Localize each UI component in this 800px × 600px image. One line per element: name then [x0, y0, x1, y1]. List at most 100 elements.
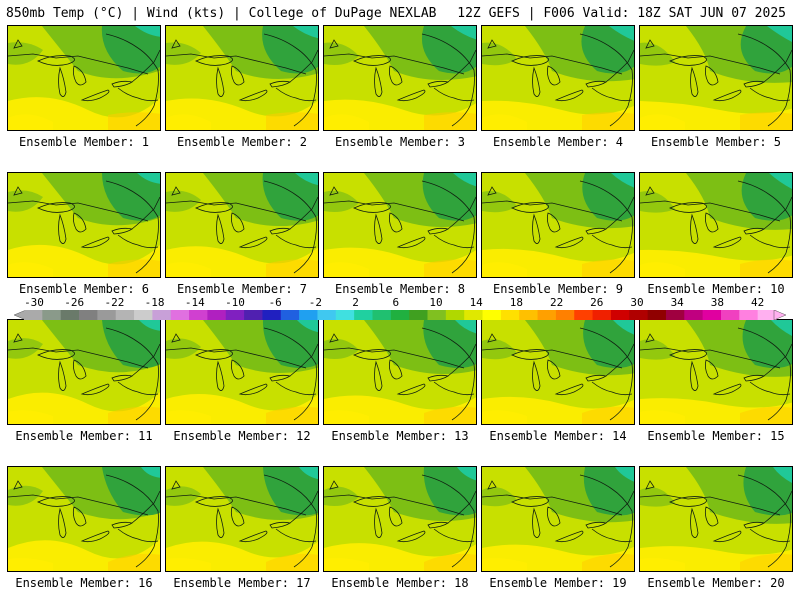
valid-time: 12Z GEFS | F006 Valid: 18Z SAT JUN 07 20…	[457, 6, 786, 21]
colorbar-swatch	[629, 310, 649, 320]
colorbar-swatch	[684, 310, 704, 320]
ensemble-map-panel	[481, 172, 635, 278]
ensemble-map	[8, 320, 160, 424]
colorbar-swatch	[720, 310, 740, 320]
colorbar-swatch	[262, 310, 282, 320]
ensemble-map-panel	[165, 172, 319, 278]
colorbar-swatch	[335, 310, 355, 320]
ensemble-member-label: Ensemble Member: 9	[492, 282, 624, 296]
ensemble-map	[482, 467, 634, 571]
ensemble-map-panel	[639, 466, 793, 572]
colorbar-tick-label: -30	[24, 296, 44, 309]
temperature-colorbar	[14, 310, 786, 320]
ensemble-member-label: Ensemble Member: 6	[18, 282, 150, 296]
ensemble-map-panel	[481, 319, 635, 425]
colorbar-tick-label: 42	[750, 296, 765, 309]
colorbar-swatch	[299, 310, 318, 320]
colorbar-swatch	[757, 310, 777, 320]
colorbar-swatch	[115, 310, 135, 320]
ensemble-member-label: Ensemble Member: 16	[15, 576, 153, 590]
ensemble-member-label: Ensemble Member: 20	[647, 576, 785, 590]
colorbar-swatch	[24, 310, 43, 320]
colorbar-swatch	[464, 310, 484, 320]
colorbar-swatch	[610, 310, 630, 320]
colorbar-swatch	[702, 310, 722, 320]
ensemble-member-label: Ensemble Member: 3	[334, 135, 466, 149]
ensemble-map-panel	[323, 25, 477, 131]
ensemble-member-label: Ensemble Member: 11	[15, 429, 153, 443]
colorbar-swatch	[207, 310, 227, 320]
ensemble-map	[8, 467, 160, 571]
ensemble-map-panel	[639, 172, 793, 278]
colorbar-tick-label: 14	[469, 296, 483, 309]
colorbar-tick-label: 34	[670, 296, 684, 309]
ensemble-member-label: Ensemble Member: 17	[173, 576, 311, 590]
ensemble-member-label: Ensemble Member: 15	[647, 429, 785, 443]
ensemble-map	[324, 467, 476, 571]
ensemble-map	[640, 467, 792, 571]
colorbar-swatch	[152, 310, 172, 320]
colorbar-swatch	[79, 310, 98, 320]
ensemble-member-label: Ensemble Member: 2	[176, 135, 308, 149]
ensemble-map-panel	[639, 25, 793, 131]
colorbar-swatch	[134, 310, 153, 320]
ensemble-map	[324, 320, 476, 424]
colorbar-swatch	[739, 310, 759, 320]
ensemble-member-label: Ensemble Member: 18	[331, 576, 469, 590]
colorbar-tick-label: -10	[225, 296, 245, 309]
colorbar-tick-label: 38	[710, 296, 725, 309]
colorbar-swatch	[500, 310, 520, 320]
colorbar-tick-label: 10	[429, 296, 443, 309]
map-title: 850mb Temp (°C) | Wind (kts) | College o…	[6, 6, 437, 21]
ensemble-member-label: Ensemble Member: 13	[331, 429, 469, 443]
colorbar-tick-label: -6	[268, 296, 282, 309]
ensemble-map	[166, 26, 318, 130]
ensemble-map	[166, 320, 318, 424]
ensemble-map	[166, 173, 318, 277]
colorbar-swatch	[555, 310, 575, 320]
ensemble-map-panel	[7, 466, 161, 572]
ensemble-map	[8, 173, 160, 277]
colorbar-swatch	[647, 310, 667, 320]
ensemble-map	[482, 173, 634, 277]
colorbar-swatch	[390, 310, 410, 320]
ensemble-map-panel	[323, 172, 477, 278]
ensemble-member-label: Ensemble Member: 8	[334, 282, 466, 296]
colorbar-tick-label: -18	[144, 296, 165, 309]
ensemble-map-panel	[323, 319, 477, 425]
colorbar-swatch	[60, 310, 80, 320]
ensemble-member-label: Ensemble Member: 14	[489, 429, 627, 443]
ensemble-map	[482, 26, 634, 130]
colorbar-tick-label: 26	[590, 296, 604, 309]
ensemble-member-label: Ensemble Member: 5	[650, 135, 782, 149]
ensemble-map-panel	[165, 25, 319, 131]
ensemble-map	[482, 320, 634, 424]
colorbar-swatch	[482, 310, 502, 320]
ensemble-map-panel	[7, 172, 161, 278]
colorbar-swatch	[170, 310, 190, 320]
ensemble-map-panel	[7, 319, 161, 425]
colorbar-swatch	[189, 310, 208, 320]
colorbar-swatch	[354, 310, 373, 320]
colorbar-tick-label: -14	[184, 296, 205, 309]
ensemble-member-label: Ensemble Member: 7	[176, 282, 308, 296]
colorbar-tick-label: 2	[352, 296, 359, 309]
ensemble-map	[640, 26, 792, 130]
colorbar-swatch	[537, 310, 557, 320]
colorbar-swatch	[244, 310, 263, 320]
ensemble-map-panel	[323, 466, 477, 572]
ensemble-map-panel	[481, 25, 635, 131]
colorbar-tick-label: 30	[630, 296, 644, 309]
colorbar-swatch	[665, 310, 685, 320]
ensemble-member-label: Ensemble Member: 10	[647, 282, 785, 296]
ensemble-map	[640, 320, 792, 424]
ensemble-map-panel	[7, 25, 161, 131]
ensemble-map-panel	[481, 466, 635, 572]
ensemble-map	[324, 173, 476, 277]
colorbar-swatch	[317, 310, 337, 320]
ensemble-map	[640, 173, 792, 277]
colorbar-swatch	[592, 310, 612, 320]
ensemble-map	[166, 467, 318, 571]
colorbar-swatch	[280, 310, 300, 320]
ensemble-map-panel	[165, 319, 319, 425]
